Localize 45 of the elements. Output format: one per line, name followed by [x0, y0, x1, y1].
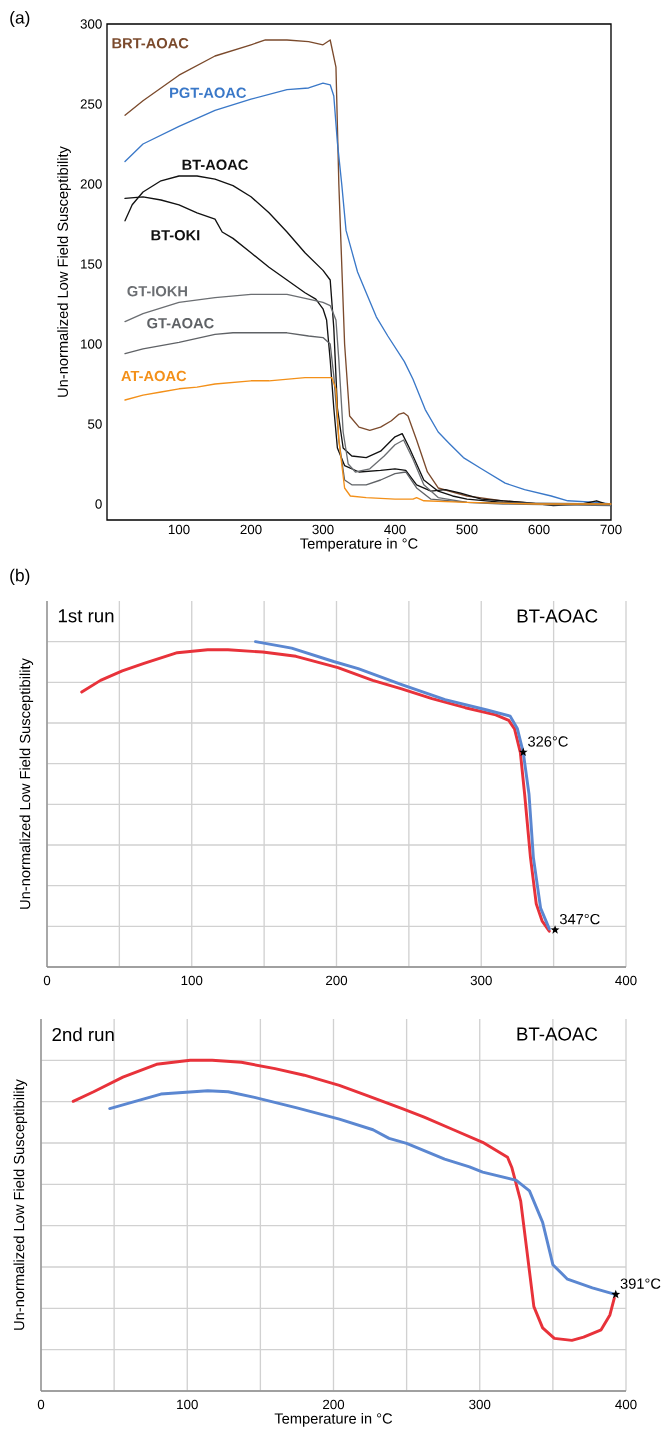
- x-tick-label: 200: [240, 524, 262, 535]
- series-label: PGT-AOAC: [169, 87, 246, 98]
- x-tick-label: 0: [43, 975, 51, 986]
- series-label: BT-OKI: [151, 230, 200, 241]
- x-tick-label: 100: [177, 1399, 198, 1410]
- series-label: AT-AOAC: [121, 370, 187, 382]
- x-tick-label: 400: [615, 975, 637, 986]
- x-tick-label: 400: [384, 524, 406, 535]
- y-tick-label: 100: [80, 339, 102, 349]
- y-axis-title: Un-normalized Low Field Susceptibility: [13, 1079, 27, 1330]
- series-label: BT-AOAC: [182, 159, 248, 170]
- x-tick-label: 300: [468, 1399, 491, 1410]
- text: 1st run: [58, 609, 114, 623]
- y-tick-label: 250: [80, 99, 102, 109]
- text: 2nd run: [52, 1027, 114, 1042]
- x-tick-label: 500: [456, 524, 478, 535]
- series-label: GT-AOAC: [147, 318, 214, 329]
- x-tick-label: 300: [470, 975, 492, 986]
- chart-title: (a): [10, 10, 30, 28]
- annotation: 347°C: [559, 913, 600, 925]
- text: BT-AOAC: [517, 1027, 598, 1041]
- x-tick-label: 100: [181, 975, 203, 986]
- x-tick-label: 200: [322, 1399, 344, 1410]
- y-tick-label: 300: [80, 19, 102, 29]
- x-tick-label: 600: [528, 524, 550, 535]
- y-axis-title: Un-normalized Low Field Susceptibility: [57, 146, 71, 397]
- y-tick-label: 200: [80, 179, 102, 189]
- chart-title: (b): [10, 568, 30, 585]
- annotation: 391°C: [620, 1278, 661, 1289]
- series-label: BRT-AOAC: [112, 38, 189, 49]
- x-tick-label: 300: [312, 524, 334, 535]
- x-tick-label: 200: [325, 975, 347, 986]
- y-tick-label: 50: [87, 419, 102, 429]
- series-label: GT-IOKH: [127, 286, 187, 297]
- x-tick-label: 700: [600, 524, 622, 535]
- text: BT-AOAC: [517, 609, 598, 623]
- x-axis-title: Temperature in °C: [274, 1412, 392, 1427]
- x-tick-label: 400: [615, 1399, 637, 1410]
- x-tick-label: 0: [37, 1399, 45, 1410]
- annotation: 326°C: [527, 736, 568, 747]
- x-tick-label: 100: [168, 524, 190, 535]
- x-axis-title: Temperature in °C: [300, 537, 418, 552]
- y-tick-label: 0: [95, 499, 102, 509]
- y-tick-label: 150: [80, 259, 102, 269]
- y-axis-title: Un-normalized Low Field Susceptibility: [19, 658, 33, 909]
